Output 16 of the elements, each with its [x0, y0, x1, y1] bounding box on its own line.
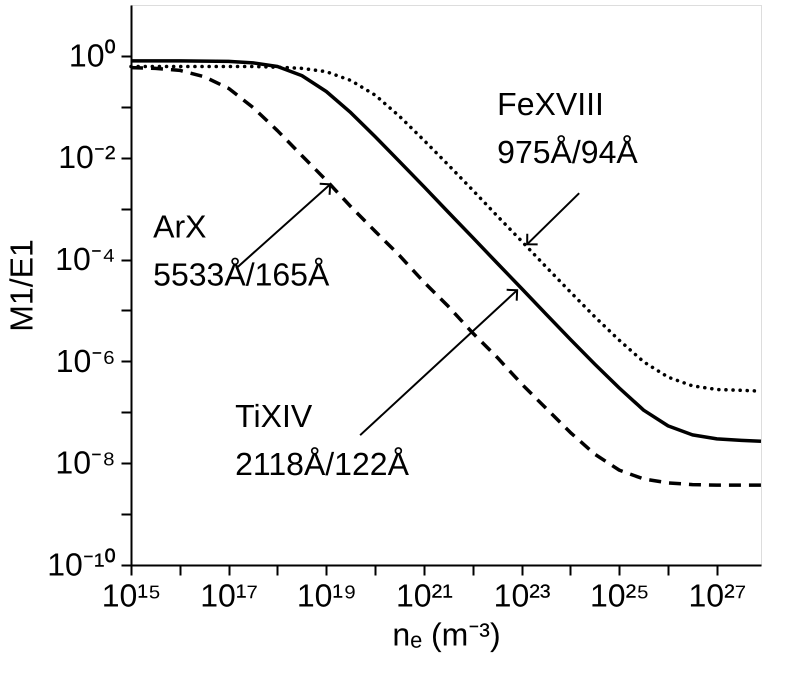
x-tick-label: 10²⁷ — [688, 578, 746, 614]
y-axis-title: M1/E1 — [3, 239, 40, 332]
x-tick-label: 10²³ — [494, 578, 551, 614]
annotation: TiXIV 2118Å/122Å — [235, 398, 410, 482]
x-axis-title: nₑ (m⁻³) — [392, 616, 501, 652]
x-tick-label: 10²⁵ — [590, 578, 650, 614]
x-tick-label: 10²¹ — [396, 578, 453, 614]
y-tick-label: 10⁰ — [68, 37, 116, 74]
x-tick-label: 10¹⁷ — [200, 578, 258, 614]
annotation: FeXVIII 975Å/94Å — [497, 86, 638, 170]
y-tick-label: 10⁻² — [58, 139, 116, 176]
y-tick-label: 10⁻⁶ — [56, 342, 116, 379]
y-tick-label: 10⁻⁴ — [55, 241, 116, 278]
x-tick-label: 10¹⁹ — [296, 578, 357, 614]
annotation: ArX 5533Å/165Å — [153, 208, 330, 292]
y-tick-label: 10⁻⁸ — [55, 444, 116, 481]
